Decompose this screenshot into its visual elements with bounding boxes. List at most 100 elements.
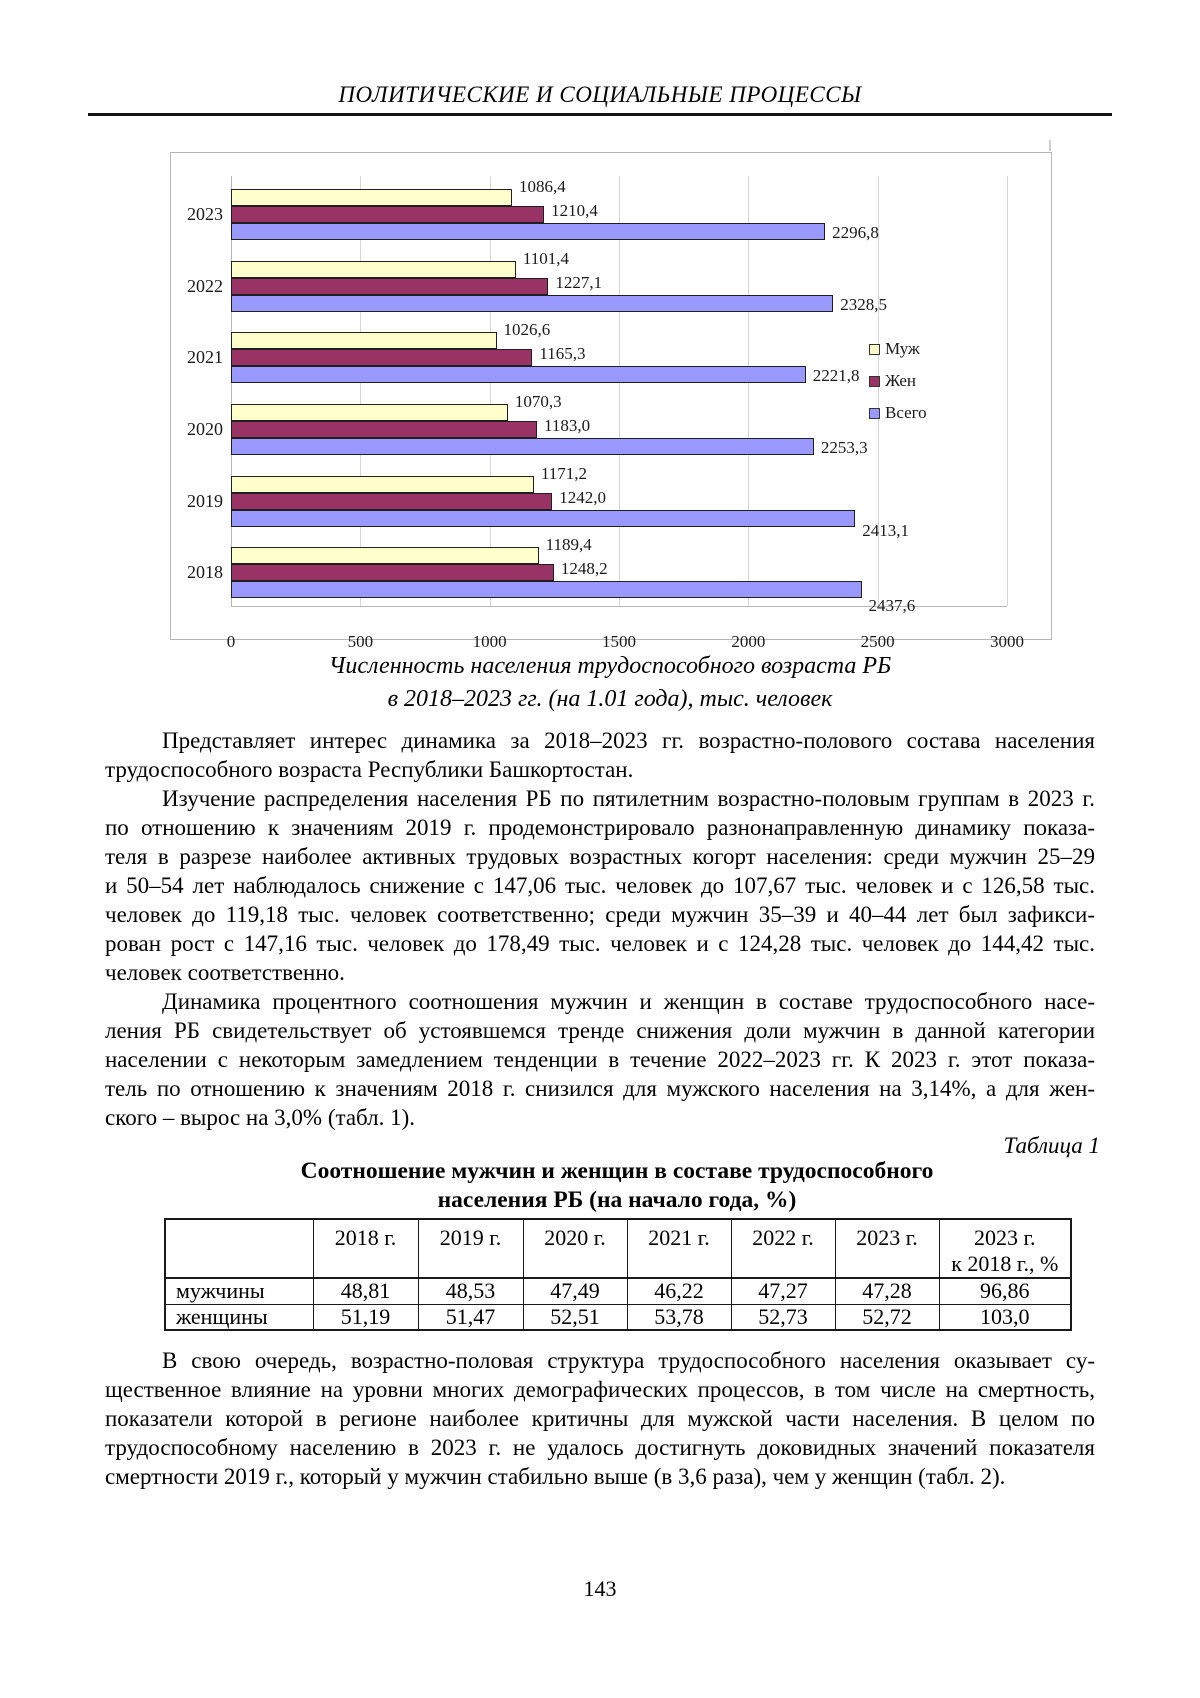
text-line: рован рост с 147,16 тыс. человек до 178,…	[105, 931, 1095, 956]
table-cell: 47,27	[730, 1277, 836, 1305]
legend-item: Жен	[869, 365, 927, 397]
table-header-cell	[164, 1218, 314, 1279]
gridline	[877, 176, 879, 606]
image-edge-artifact	[1049, 140, 1051, 151]
x-axis-tick-label: 0	[226, 632, 236, 651]
bar-Жен	[231, 564, 554, 582]
category-label: 2023	[187, 204, 223, 224]
bar-Муж	[231, 260, 516, 278]
table-title-line1: Соотношение мужчин и женщин в составе тр…	[300, 1158, 934, 1184]
table-cell: 47,28	[834, 1277, 940, 1305]
bar-Всего	[231, 223, 826, 240]
table-header-cell: 2023 г. к 2018 г., %	[938, 1218, 1072, 1279]
bar-value-label: 1070,3	[514, 392, 562, 411]
text-line: Изучение распределения населения РБ по п…	[162, 786, 1095, 811]
bar-value-label: 2221,8	[812, 366, 860, 386]
paragraph: Представляет интерес динамика за 2018–20…	[105, 726, 1095, 784]
bar-value-label: 1183,0	[544, 416, 591, 435]
category-label: 2022	[187, 275, 223, 296]
table-cell: 51,47	[417, 1303, 524, 1331]
gridline	[619, 176, 620, 606]
legend-swatch-icon	[869, 343, 880, 355]
bar-value-label: 1165,3	[539, 344, 586, 364]
table-cell: 53,78	[626, 1303, 732, 1331]
x-axis-tick-label: 1000	[472, 632, 507, 651]
text-line: трудоспособному населению в 2023 г. не у…	[105, 1435, 1095, 1460]
bar-value-label: 1210,4	[551, 201, 598, 220]
text-line: трудоспособного возраста Республики Башк…	[105, 757, 634, 782]
table-header-cell: 2023 г.	[834, 1218, 940, 1279]
text-line: смертности 2019 г., который у мужчин ста…	[105, 1464, 1006, 1489]
data-table: 2018 г. 2019 г. 2020 г. 2021 г. 2022 г. 2023 …	[164, 1218, 1072, 1331]
table-cell: 48,81	[312, 1277, 419, 1305]
gridline	[360, 176, 362, 606]
gridline	[231, 176, 232, 606]
table-header-cell: 2020 г.	[522, 1218, 628, 1279]
text-line: ления РБ свидетельствует об устоявшемся …	[105, 1018, 1095, 1043]
legend-label: Муж	[885, 339, 920, 358]
bar-value-label: 2413,1	[862, 520, 909, 540]
text-line: В свою очередь, возрастно-половая структ…	[162, 1348, 1095, 1373]
chart-plot: 0 500 1000 1500 2000 2500 3000 2023 1086,4 1210,4…	[187, 176, 1024, 651]
category-label: 2019	[187, 490, 223, 511]
bar-Всего	[231, 509, 856, 527]
bar-value-label: 1086,4	[519, 177, 566, 196]
bar-value-label: 2296,8	[832, 223, 879, 242]
legend-label: Всего	[885, 403, 927, 422]
x-axis-tick-label: 500	[347, 632, 374, 651]
body-text-top: Представляет интерес динамика за 2018–20…	[105, 726, 1095, 1132]
running-head: ПОЛИТИЧЕСКИЕ И СОЦИАЛЬНЫЕ ПРОЦЕССЫ	[338, 82, 862, 107]
text-line: ского – вырос на 3,0% (табл. 1).	[105, 1105, 416, 1130]
table-cell: 96,86	[938, 1277, 1072, 1305]
table-cell: 52,73	[730, 1303, 836, 1331]
table-header-row: 2018 г. 2019 г. 2020 г. 2021 г. 2022 г. 2023 …	[164, 1218, 1072, 1279]
bar-value-label: 1242,0	[559, 487, 606, 507]
table-label: Таблица 1	[1003, 1133, 1100, 1158]
x-axis-tick-label: 2500	[860, 632, 895, 651]
bar-Всего	[231, 438, 814, 455]
bar-Всего	[231, 294, 834, 312]
legend-item: Всего	[869, 397, 927, 429]
legend-swatch-icon	[869, 407, 880, 419]
bar-value-label: 1189,4	[545, 535, 592, 555]
table-title-line2: населения РБ (на начало года, %)	[437, 1187, 797, 1213]
bar-Жен	[231, 206, 545, 223]
bar-Всего	[231, 366, 806, 384]
chart-caption-line1: Численность населения трудоспособного во…	[328, 653, 892, 679]
bar-value-label: 1171,2	[540, 463, 588, 483]
bar-Муж	[231, 189, 512, 206]
paragraph: Изучение распределения населения РБ по п…	[105, 784, 1095, 987]
bar-value-label: 1227,1	[555, 272, 603, 292]
bar-value-label: 1101,4	[522, 248, 570, 268]
table-cell: 46,22	[626, 1277, 732, 1305]
table-cell: 47,49	[522, 1277, 628, 1305]
table-cell: 52,72	[834, 1303, 940, 1331]
chart-figure: 0 500 1000 1500 2000 2500 3000 2023 1086,4 1210,4…	[170, 152, 1052, 651]
category-label: 2021	[187, 347, 223, 368]
table-header-cell: 2022 г.	[730, 1218, 836, 1279]
text-line: Динамика процентного соотношения мужчин …	[162, 989, 1095, 1014]
paragraph: В свою очередь, возрастно-половая структ…	[105, 1346, 1095, 1491]
bar-Муж	[231, 404, 508, 421]
category-label: 2020	[187, 419, 223, 439]
text-line: тель по отношению к значениям 2018 г. сн…	[105, 1076, 1095, 1101]
bar-Муж	[231, 332, 497, 350]
bar-value-label: 2328,5	[840, 294, 888, 314]
text-line: населении с некоторым замедлением тенден…	[105, 1047, 1095, 1072]
gridline	[748, 176, 750, 606]
table-header-cell: 2019 г.	[417, 1218, 524, 1279]
text-line: Представляет интерес динамика за 2018–20…	[162, 728, 1095, 753]
table-cell: 51,19	[312, 1303, 419, 1331]
x-axis-tick-label: 3000	[990, 632, 1024, 651]
bar-Муж	[231, 475, 534, 493]
gridline	[1007, 176, 1008, 606]
bar-Жен	[231, 492, 553, 510]
bar-Жен	[231, 421, 537, 438]
chart-legend: Муж Жен Всего	[869, 333, 927, 429]
text-line: по отношению к значениям 2019 г. продемо…	[105, 815, 1095, 840]
table-row: женщины 51,19 51,47 52,51 53,78 52,73 52,72 103…	[164, 1303, 1072, 1331]
data-table-container: 2018 г. 2019 г. 2020 г. 2021 г. 2022 г. 2023 …	[164, 1218, 1072, 1331]
text-line: теля в разрезе наиболее активных трудовы…	[105, 844, 1095, 869]
bar-Жен	[231, 277, 549, 295]
